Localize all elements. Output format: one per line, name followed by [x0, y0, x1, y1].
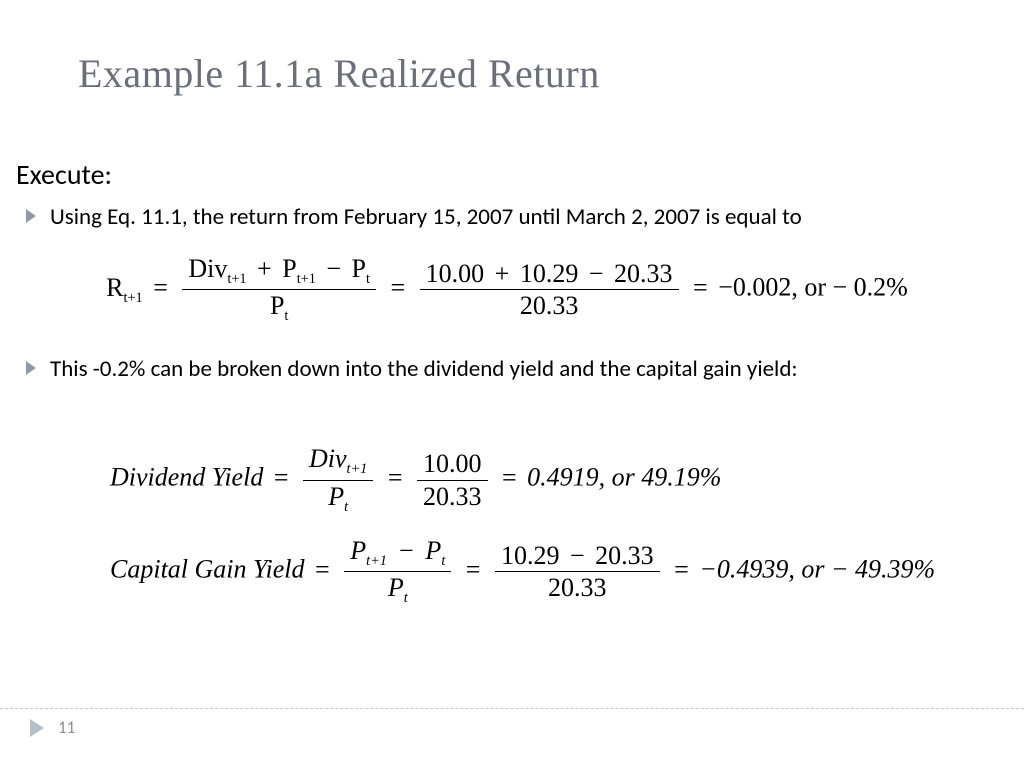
execute-heading: Execute:: [10, 157, 1004, 192]
bullet-row: Using Eq. 11.1, the return from February…: [10, 202, 1004, 233]
eq-result: −0.4939, or − 49.39%: [699, 555, 935, 584]
eq-result: −0.002, or − 0.2%: [718, 273, 908, 302]
spacer: [10, 393, 1004, 423]
equals-sign: =: [670, 555, 693, 585]
page-number: 11: [58, 717, 75, 738]
bullet-row: This -0.2% can be broken down into the d…: [10, 354, 1004, 385]
eq-lhs: Rt+1: [106, 273, 143, 302]
eq-frac-symbolic: Divt+1 Pt: [303, 445, 373, 514]
eq-numerator: 10.00 + 10.29 − 20.33: [420, 260, 679, 290]
eq-result: 0.4919, or 49.19%: [527, 463, 721, 492]
eq-label: Capital Gain Yield: [110, 555, 305, 584]
triangle-bullet-icon: [26, 361, 40, 381]
equals-sign: =: [689, 273, 712, 303]
slide-footer: 11: [0, 708, 1024, 738]
eq-denominator: Pt: [182, 290, 376, 324]
eq-numerator: 10.29 − 20.33: [495, 542, 660, 572]
equals-sign: =: [270, 463, 293, 493]
bullet-text: This -0.2% can be broken down into the d…: [50, 354, 798, 385]
eq-denominator: 20.33: [417, 481, 488, 510]
eq-frac-symbolic: Pt+1 − Pt Pt: [344, 537, 451, 606]
slide: Example 11.1a Realized Return Execute: U…: [0, 0, 1024, 768]
equation-dividend-yield: Dividend Yield = Divt+1 Pt = 10.00 20.33…: [110, 445, 1004, 514]
eq-denominator: 20.33: [420, 290, 679, 319]
equation-capital-gain-yield: Capital Gain Yield = Pt+1 − Pt Pt = 10.2…: [110, 537, 1004, 606]
equals-sign: =: [149, 273, 172, 303]
equals-sign: =: [498, 463, 521, 493]
slide-body: Execute: Using Eq. 11.1, the return from…: [0, 97, 1024, 606]
equation-return: Rt+1 = Divt+1 + Pt+1 − Pt Pt = 10.00 +: [10, 255, 1004, 324]
eq-numerator: Pt+1 − Pt: [344, 537, 451, 572]
eq-numerator: Divt+1: [303, 445, 373, 480]
footer-triangle-icon: [30, 719, 44, 737]
eq-numerator: 10.00: [417, 450, 488, 480]
equals-sign: =: [311, 555, 334, 585]
equals-sign: =: [387, 273, 410, 303]
equals-sign: =: [384, 463, 407, 493]
slide-title: Example 11.1a Realized Return: [0, 50, 1024, 97]
bullet-text: Using Eq. 11.1, the return from February…: [50, 202, 802, 233]
eq-denominator: Pt: [344, 572, 451, 606]
eq-denominator: 20.33: [495, 572, 660, 601]
eq-frac-numeric: 10.00 + 10.29 − 20.33 20.33: [420, 260, 679, 320]
eq-frac-numeric: 10.29 − 20.33 20.33: [495, 542, 660, 602]
eq-label: Dividend Yield: [110, 463, 263, 492]
triangle-bullet-icon: [26, 209, 40, 229]
eq-frac-symbolic: Divt+1 + Pt+1 − Pt Pt: [182, 255, 376, 324]
eq-numerator: Divt+1 + Pt+1 − Pt: [182, 255, 376, 290]
eq-denominator: Pt: [303, 481, 373, 515]
footer-inner: 11: [0, 717, 1024, 738]
equals-sign: =: [462, 555, 485, 585]
eq-frac-numeric: 10.00 20.33: [417, 450, 488, 510]
